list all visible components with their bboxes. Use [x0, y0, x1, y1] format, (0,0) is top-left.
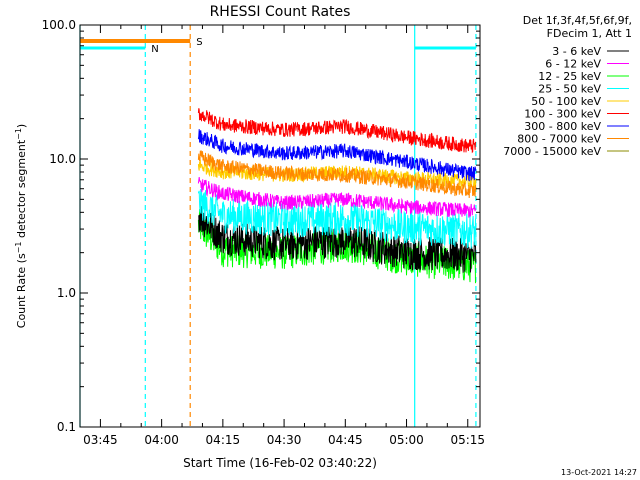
x-tick-label: 04:30: [267, 433, 302, 447]
legend-entry-label: 300 - 800 keV: [524, 120, 601, 133]
x-tick-label: 05:00: [389, 433, 424, 447]
x-tick-label: 04:15: [206, 433, 241, 447]
y-tick-label: 1.0: [57, 286, 76, 300]
series-line: [197, 186, 477, 249]
legend-entry-label: 3 - 6 keV: [552, 45, 601, 58]
x-tick-label: 03:45: [83, 433, 118, 447]
x-axis-label: Start Time (16-Feb-02 03:40:22): [183, 456, 377, 470]
y-tick-label: 10.0: [49, 152, 76, 166]
legend: Det 1f,3f,4f,5f,6f,9f, FDecim 1, Att 1 3…: [503, 14, 632, 158]
y-tick-label: 100.0: [42, 18, 76, 32]
y-axis-label: Count Rate (s−1 detector segment−1): [14, 124, 28, 328]
series-line: [197, 177, 477, 218]
series-line: [197, 108, 477, 154]
legend-header-2: FDecim 1, Att 1: [547, 27, 632, 40]
saa-label: S: [196, 37, 202, 48]
series-line: [198, 206, 477, 273]
series-line: [197, 150, 477, 199]
legend-entry-label: 7000 - 15000 keV: [503, 145, 601, 158]
data-layer: NS: [79, 25, 477, 427]
x-tick-label: 04:45: [328, 433, 363, 447]
legend-entry-label: 100 - 300 keV: [524, 108, 601, 121]
legend-entry-label: 25 - 50 keV: [538, 83, 601, 96]
y-tick-label: 0.1: [57, 420, 76, 434]
legend-entry-label: 12 - 25 keV: [538, 70, 601, 83]
legend-entry-label: 6 - 12 keV: [545, 58, 601, 71]
chart-title: RHESSI Count Rates: [210, 4, 351, 20]
x-tick-label: 05:15: [450, 433, 485, 447]
timestamp: 13-Oct-2021 14:27: [561, 468, 637, 477]
night-label: N: [151, 44, 158, 55]
series-line: [197, 129, 477, 182]
axes-layer: 03:45 04:00 04:15 04:30 04:45 05:00 05:15 0.1 1.…: [42, 18, 485, 447]
plot-frame: [79, 24, 481, 428]
legend-entry-label: 800 - 7000 keV: [517, 133, 601, 146]
legend-header-1: Det 1f,3f,4f,5f,6f,9f,: [523, 14, 632, 27]
legend-entry-label: 50 - 100 keV: [531, 95, 601, 108]
x-tick-label: 04:00: [144, 433, 179, 447]
